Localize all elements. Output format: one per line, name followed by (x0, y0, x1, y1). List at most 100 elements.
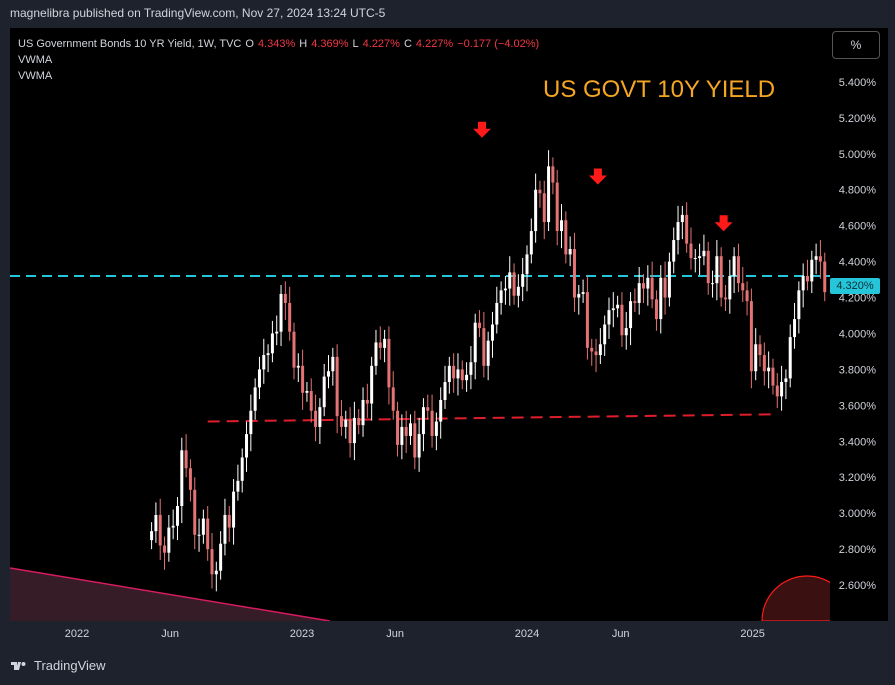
candle-body (637, 283, 641, 303)
high-label: H (299, 38, 308, 50)
y-tick-label: 4.200% (839, 293, 877, 305)
candle-body (223, 514, 227, 544)
candle-body (590, 347, 594, 352)
candle-body (171, 525, 175, 528)
candle-body (193, 489, 197, 535)
candle-body (572, 249, 576, 298)
candle-body (266, 353, 270, 356)
candle-body (525, 254, 529, 275)
candle-body (439, 399, 443, 422)
current-price-tag: 4.320% (830, 278, 880, 294)
candle-body (551, 166, 555, 183)
candle-body (646, 277, 650, 289)
candle-body (754, 344, 758, 372)
candle-body (762, 355, 766, 372)
candle-body (352, 417, 356, 444)
candle-body (629, 301, 633, 329)
candle-body (473, 322, 477, 363)
attribution: magnelibra published on TradingView.com,… (10, 6, 386, 20)
peak-arrow-icon (714, 215, 733, 232)
y-tick-label: 5.000% (839, 149, 877, 161)
candle-body (805, 275, 809, 282)
candle-body (680, 214, 684, 223)
candle-body (262, 355, 266, 370)
candle-body (749, 301, 753, 372)
candle-body (521, 274, 525, 287)
candle-body (426, 407, 430, 411)
tradingview-logo-icon (11, 661, 26, 670)
candle-body (365, 399, 369, 404)
candle-body (486, 340, 490, 366)
open-value: 4.343% (257, 38, 296, 50)
symbol-legend-row: US Government Bonds 10 YR Yield, 1W, TVC… (18, 36, 539, 52)
candle-body (184, 450, 188, 469)
candle-body (240, 457, 244, 481)
candle-body (378, 342, 382, 348)
candle-body (478, 322, 482, 329)
candle-body (400, 426, 404, 445)
y-tick-label: 5.200% (839, 113, 877, 125)
candle-body (810, 259, 814, 282)
candle-body (236, 480, 240, 492)
candle-body (529, 231, 533, 255)
candle-body (201, 518, 205, 535)
chart-legend: US Government Bonds 10 YR Yield, 1W, TVC… (18, 36, 539, 84)
candle-body (361, 399, 365, 426)
candle-body (564, 220, 568, 255)
candle-body (396, 410, 400, 445)
candle-body (797, 290, 801, 320)
candle-body (374, 342, 378, 366)
candle-body (188, 468, 192, 490)
y-tick-label: 3.200% (839, 472, 877, 484)
percent-scale-button[interactable]: % (832, 31, 880, 59)
candle-body (430, 410, 434, 436)
candle-body (818, 256, 822, 262)
y-tick-label: 2.800% (839, 544, 877, 556)
candle-body (370, 365, 374, 404)
candle-body (249, 410, 253, 435)
candle-body (327, 371, 331, 377)
candle-body (413, 423, 417, 458)
candle-body (780, 382, 784, 397)
x-tick-label: Jun (612, 628, 630, 640)
close-value: 4.227% (415, 38, 454, 50)
candle-body (447, 365, 451, 383)
y-tick-label: 3.600% (839, 400, 877, 412)
symbol-name[interactable]: US Government Bonds 10 YR Yield, 1W, TVC (18, 38, 242, 50)
candle-body (434, 421, 438, 436)
candle-body (650, 277, 654, 300)
candle-body (685, 214, 689, 244)
candle-body (598, 344, 602, 356)
candle-body (490, 324, 494, 341)
trendline (10, 567, 331, 622)
candle-body (167, 527, 171, 553)
candle-body (357, 417, 361, 426)
high-value: 4.369% (311, 38, 349, 50)
candle-body (775, 385, 779, 397)
y-tick-label: 4.800% (839, 185, 877, 197)
candle-body (633, 301, 637, 303)
candle-body (728, 275, 732, 300)
candle-body (732, 256, 736, 276)
x-tick-label: 2025 (740, 628, 764, 640)
candle-body (469, 362, 473, 375)
candle-body (301, 365, 305, 393)
indicator-vwma-1[interactable]: VWMA (18, 54, 53, 66)
candle-body (158, 514, 162, 546)
price-chart[interactable]: 5.600%5.400%5.200%5.000%4.800%4.600%4.40… (10, 28, 888, 649)
candle-body (568, 249, 572, 255)
candle-body (801, 275, 805, 291)
candle-body (279, 293, 283, 332)
chart-area[interactable]: 5.600%5.400%5.200%5.000%4.800%4.600%4.40… (10, 28, 888, 649)
low-label: L (352, 38, 359, 50)
candle-body (257, 369, 261, 388)
candle-body (288, 302, 292, 332)
candle-body (698, 256, 702, 259)
indicator-vwma-2[interactable]: VWMA (18, 70, 53, 82)
candle-body (616, 304, 620, 309)
candle-body (620, 304, 624, 336)
time-axis (10, 621, 888, 649)
candle-body (693, 258, 697, 260)
candle-body (654, 299, 658, 320)
candle-body (516, 286, 520, 296)
